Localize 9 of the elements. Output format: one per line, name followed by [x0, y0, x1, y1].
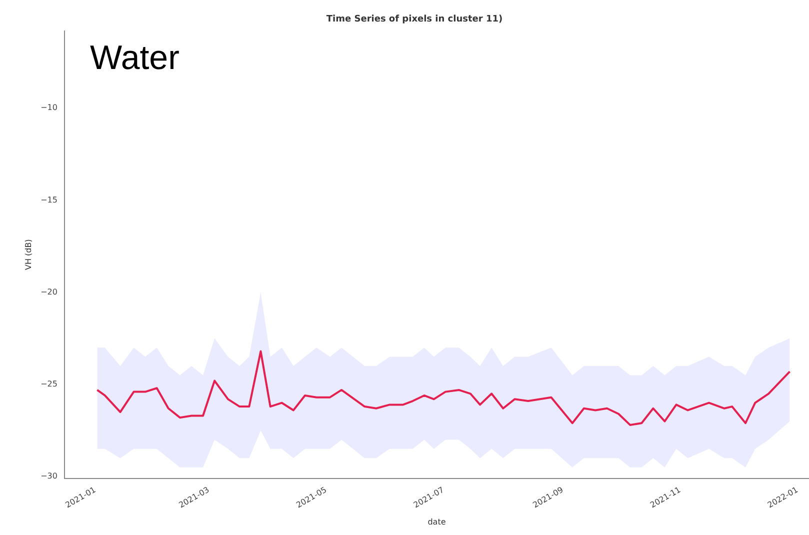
chart-title: Time Series of pixels in cluster 11)	[326, 14, 503, 25]
y-axis-title: VH (dB)	[24, 239, 33, 270]
y-tick-label: −20	[40, 287, 58, 296]
y-tick-label: −30	[40, 472, 58, 481]
y-tick-label: −15	[40, 195, 58, 204]
x-axis-title: date	[428, 517, 446, 526]
y-tick-label: −25	[40, 380, 58, 389]
y-tick-label: −10	[40, 103, 58, 112]
annotation: Water	[90, 38, 180, 79]
